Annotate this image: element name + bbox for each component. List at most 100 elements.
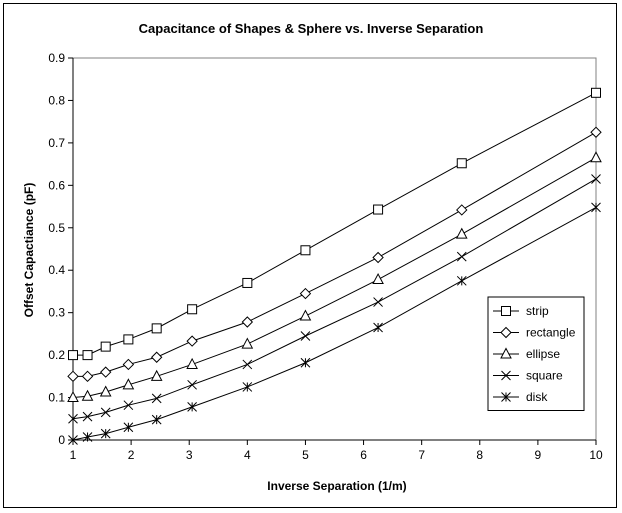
series-disk — [68, 202, 601, 445]
legend-label: square — [526, 369, 563, 383]
legend-marker — [500, 326, 512, 339]
data-point-strip — [123, 334, 134, 345]
legend-label: ellipse — [526, 347, 560, 361]
data-point-square — [373, 297, 383, 307]
data-point-strip — [242, 277, 253, 288]
data-point-square — [242, 359, 253, 370]
legend-item-strip: strip — [493, 304, 549, 318]
data-point-ellipse — [81, 389, 94, 401]
data-point-strip — [591, 87, 601, 98]
y-tick-label: 0.7 — [48, 136, 65, 150]
legend-marker — [501, 306, 511, 316]
y-tick-label: 0.5 — [48, 221, 65, 235]
data-point-strip — [300, 245, 311, 256]
legend: strip rectangle ellipse square disk — [487, 296, 585, 411]
series-layer — [67, 87, 602, 445]
data-point-rectangle — [186, 335, 198, 347]
data-point-disk — [151, 414, 162, 425]
data-point-ellipse — [590, 151, 602, 163]
data-point-square — [456, 251, 467, 262]
x-tick-label: 7 — [418, 448, 425, 462]
data-point-disk — [591, 202, 601, 213]
data-point-square — [187, 379, 197, 390]
data-point-square — [591, 174, 601, 184]
data-point-strip — [68, 350, 78, 361]
y-tick-label: 0.9 — [48, 51, 65, 65]
data-point-ellipse — [241, 337, 254, 349]
data-point-square — [300, 331, 311, 341]
data-point-rectangle — [372, 251, 384, 264]
data-point-ellipse — [455, 227, 468, 239]
x-axis-title: Inverse Separation (1/m) — [267, 479, 406, 493]
x-tick-label: 4 — [244, 448, 251, 462]
data-point-rectangle — [590, 126, 602, 138]
data-point-disk — [456, 275, 467, 286]
data-point-rectangle — [241, 316, 254, 328]
x-tick-label: 9 — [535, 448, 542, 462]
data-point-disk — [82, 432, 93, 442]
data-point-disk — [68, 435, 78, 445]
data-point-disk — [100, 428, 111, 439]
data-point-ellipse — [372, 272, 384, 285]
chart-frame — [3, 3, 617, 508]
data-point-square — [100, 407, 111, 418]
x-tick-label: 6 — [360, 448, 367, 462]
series-strip — [68, 87, 601, 361]
data-point-strip — [100, 341, 111, 352]
legend-marker — [500, 347, 512, 359]
y-tick-label: 0.4 — [48, 263, 65, 277]
data-point-ellipse — [186, 357, 198, 369]
data-point-ellipse — [99, 385, 112, 397]
data-point-rectangle — [67, 370, 79, 383]
data-point-strip — [82, 350, 93, 361]
data-point-disk — [300, 357, 311, 368]
data-point-rectangle — [81, 370, 94, 383]
y-tick-label: 0 — [58, 433, 65, 447]
data-point-ellipse — [122, 378, 135, 390]
data-point-rectangle — [150, 351, 163, 363]
x-tick-label: 2 — [128, 448, 135, 462]
x-tick-label: 1 — [70, 448, 77, 462]
y-tick-label: 0.3 — [48, 306, 65, 320]
y-tick-label: 0.1 — [48, 391, 65, 405]
legend-item-ellipse: ellipse — [493, 347, 560, 361]
x-tick-label: 5 — [302, 448, 309, 462]
data-point-strip — [373, 204, 384, 215]
x-tick-label: 8 — [476, 448, 483, 462]
y-tick-label: 0.8 — [48, 93, 65, 107]
data-point-disk — [242, 382, 253, 392]
series-rectangle — [67, 126, 602, 383]
data-point-square — [123, 400, 134, 411]
data-point-square — [82, 411, 93, 422]
data-point-square — [68, 413, 78, 424]
x-tick-label: 3 — [186, 448, 193, 462]
data-point-rectangle — [299, 287, 312, 300]
data-point-disk — [373, 322, 383, 333]
data-point-disk — [123, 422, 134, 433]
legend-item-rectangle: rectangle — [493, 326, 576, 340]
legend-marker — [501, 370, 511, 381]
data-point-strip — [456, 158, 467, 169]
legend-marker — [501, 392, 511, 402]
data-point-disk — [187, 402, 197, 412]
legend-label: disk — [526, 390, 548, 404]
data-point-strip — [151, 323, 162, 334]
legend-item-disk: disk — [493, 390, 548, 404]
legend-item-square: square — [493, 369, 563, 383]
axes: 0 0.1 0.2 0.3 0.4 0.5 0.6 0.7 0.8 0.9 1 2 3 4 5 6 7 8 9 10 — [48, 51, 603, 462]
legend-label: rectangle — [526, 326, 576, 340]
data-point-ellipse — [150, 369, 163, 381]
series-square — [68, 174, 601, 424]
x-tick-label: 10 — [589, 448, 603, 462]
y-tick-label: 0.6 — [48, 178, 65, 192]
chart-title: Capacitance of Shapes & Sphere vs. Inver… — [139, 21, 484, 36]
legend-label: strip — [526, 304, 549, 318]
data-point-square — [151, 393, 162, 404]
data-point-rectangle — [99, 366, 112, 378]
y-tick-label: 0.2 — [48, 348, 65, 362]
data-point-rectangle — [122, 358, 135, 371]
data-point-rectangle — [456, 204, 468, 216]
data-point-strip — [187, 304, 198, 315]
series-ellipse — [67, 151, 602, 403]
